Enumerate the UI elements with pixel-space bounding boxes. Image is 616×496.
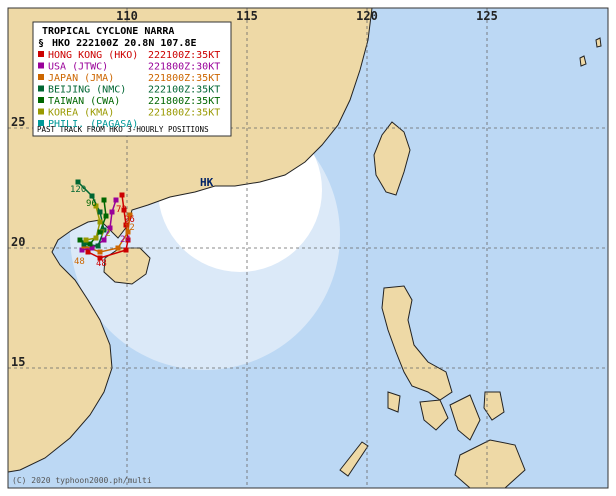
track-point xyxy=(113,197,119,203)
legend-position: HKO 222100Z 20.8N 107.8E xyxy=(52,38,197,49)
track-point xyxy=(125,229,131,235)
track-point xyxy=(101,237,107,243)
luzon xyxy=(381,285,453,401)
tracks xyxy=(75,179,133,261)
legend-agency: USA (JTWC) xyxy=(48,62,108,73)
legend-info: 221800Z:35KT xyxy=(148,73,220,84)
palawan xyxy=(339,441,369,477)
legend-agency: KOREA (KMA) xyxy=(48,108,114,119)
legend-swatch xyxy=(38,62,44,69)
legend-swatch xyxy=(38,97,44,103)
track-point xyxy=(85,249,91,255)
legend: TROPICAL CYCLONE NARRA § HKO 222100Z 20.… xyxy=(32,21,232,137)
track-label: 12 xyxy=(124,223,135,233)
legend-info: 222100Z:35KT xyxy=(148,85,220,96)
legend-swatch xyxy=(38,51,44,57)
legend-info: 222100Z:35KT xyxy=(148,50,220,61)
legend-agency: TAIWAN (CWA) xyxy=(48,96,120,107)
legend-agency: JAPAN (JMA) xyxy=(48,73,114,84)
credit: (C) 2020 typhoon2000.ph/multi xyxy=(12,476,152,485)
small-island xyxy=(579,55,587,67)
track-point xyxy=(89,193,95,199)
legend-swatch xyxy=(38,74,44,80)
track-point xyxy=(77,237,83,243)
track-point xyxy=(83,237,89,243)
visayas-1 xyxy=(419,399,449,431)
track-label: 24 xyxy=(120,235,131,245)
track-point xyxy=(75,179,81,185)
track-point xyxy=(103,213,109,219)
track-point xyxy=(79,247,85,253)
mindoro xyxy=(387,391,401,413)
track-point xyxy=(125,237,131,243)
track-label: 96 xyxy=(86,199,97,209)
track-point xyxy=(87,241,93,247)
track-label: 72 xyxy=(100,229,111,239)
track-point xyxy=(93,203,99,209)
track-point xyxy=(93,235,99,241)
track-point xyxy=(119,192,125,198)
track-labels: 120 96 72 48 48 24 12 96 72 xyxy=(70,185,135,269)
legend-info: 221800Z:30KT xyxy=(148,62,220,73)
track-point xyxy=(89,245,95,251)
track-point xyxy=(97,229,103,235)
legend-symbol: § xyxy=(38,38,44,49)
track-point xyxy=(101,197,107,203)
visayas-2 xyxy=(449,394,481,441)
city-label: HK xyxy=(200,176,214,189)
track-point xyxy=(115,245,121,251)
track-point xyxy=(121,207,127,213)
map-border xyxy=(7,7,609,489)
legend-title: TROPICAL CYCLONE NARRA xyxy=(42,26,174,37)
mindanao xyxy=(454,439,526,489)
lon-label: 110 xyxy=(116,9,138,23)
track-label: 48 xyxy=(74,257,85,267)
track-point xyxy=(107,225,113,231)
track-point xyxy=(127,212,133,218)
lon-label: 120 xyxy=(356,9,378,23)
legend-agency: BEIJING (NMC) xyxy=(48,85,126,96)
track-label: 48 xyxy=(96,259,107,269)
legend-swatch xyxy=(38,85,44,92)
legend-swatch xyxy=(38,108,44,115)
legend-agency: HONG KONG (HKO) xyxy=(48,50,138,61)
track-point xyxy=(81,241,87,247)
track-point xyxy=(123,247,129,253)
taiwan xyxy=(373,121,411,196)
legend-swatch xyxy=(38,120,44,126)
track-point xyxy=(95,243,101,249)
legend-box xyxy=(32,21,232,137)
small-island xyxy=(595,37,602,48)
legend-note: PAST TRACK FROM HKO 3-HOURLY POSITIONS xyxy=(37,125,209,134)
track-point xyxy=(123,222,129,228)
lon-label: 125 xyxy=(476,9,498,23)
track-point xyxy=(97,255,103,261)
track-label: 72 xyxy=(116,205,127,215)
legend-agency: PHILI. (PAGASA) xyxy=(48,119,138,130)
track-label: 96 xyxy=(124,215,135,225)
lon-label: 115 xyxy=(236,9,258,23)
track-point xyxy=(97,249,103,255)
track-point xyxy=(101,227,107,233)
samar xyxy=(483,391,505,421)
legend-info: 221800Z:35KT xyxy=(148,96,220,107)
track-point xyxy=(97,209,103,215)
lat-label: 20 xyxy=(11,235,25,249)
lat-label: 15 xyxy=(11,355,25,369)
track-point xyxy=(97,219,103,225)
legend-info: 221800Z:35KT xyxy=(148,108,220,119)
lat-label: 25 xyxy=(11,115,25,129)
track-point xyxy=(109,209,115,215)
track-label: 120 xyxy=(70,185,86,195)
